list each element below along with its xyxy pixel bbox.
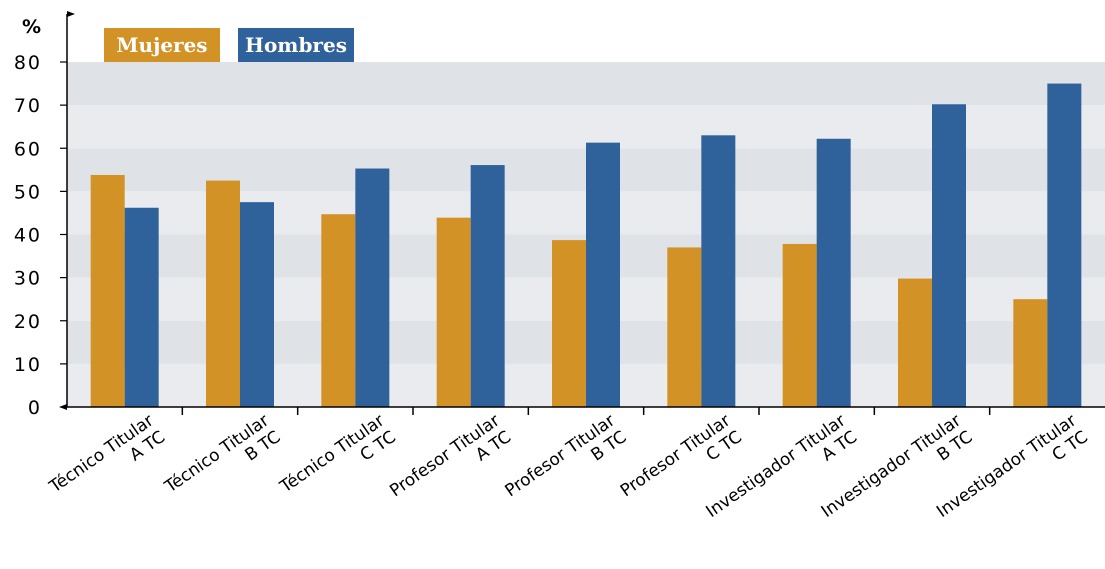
bar-hombres-7	[932, 104, 966, 407]
y-tick-label: 30	[14, 268, 42, 290]
bar-mujeres-1	[206, 180, 240, 407]
y-tick-label: 60	[14, 138, 42, 160]
bar-mujeres-2	[321, 214, 356, 407]
bars	[90, 83, 1082, 408]
y-tick-label: 20	[14, 311, 42, 333]
bar-hombres-3	[470, 165, 505, 407]
y-tick-label: 80	[14, 52, 42, 74]
bar-hombres-5	[701, 135, 736, 407]
bar-hombres-2	[355, 168, 390, 407]
bar-mujeres-5	[667, 247, 702, 407]
legend-item-hombres: Hombres	[238, 28, 354, 62]
bar-mujeres-0	[90, 174, 125, 407]
y-axis-arrow	[67, 11, 75, 17]
bar-hombres-0	[124, 207, 159, 407]
bar-mujeres-3	[436, 217, 471, 407]
y-tick-label: 0	[28, 397, 42, 419]
bar-hombres-8	[1047, 83, 1082, 407]
x-axis-arrow	[59, 404, 67, 410]
bar-mujeres-8	[1013, 299, 1048, 407]
bar-hombres-4	[586, 142, 620, 408]
legend-item-mujeres: Mujeres	[104, 28, 220, 62]
y-axis-unit-label: %	[22, 16, 41, 38]
bar-hombres-6	[816, 138, 851, 407]
y-tick-label: 40	[14, 225, 42, 247]
bar-hombres-1	[240, 202, 274, 407]
grid-band	[67, 62, 1105, 106]
y-tick-label: 50	[14, 181, 42, 203]
bar-mujeres-6	[782, 243, 817, 407]
y-tick-label: 70	[14, 95, 42, 117]
bar-mujeres-7	[898, 278, 932, 407]
y-axis-ticks: 0 10 20 30 40 50 60 70 80	[14, 52, 67, 419]
y-tick-label: 10	[14, 354, 42, 376]
bar-mujeres-4	[552, 240, 586, 407]
axes	[59, 11, 1105, 415]
